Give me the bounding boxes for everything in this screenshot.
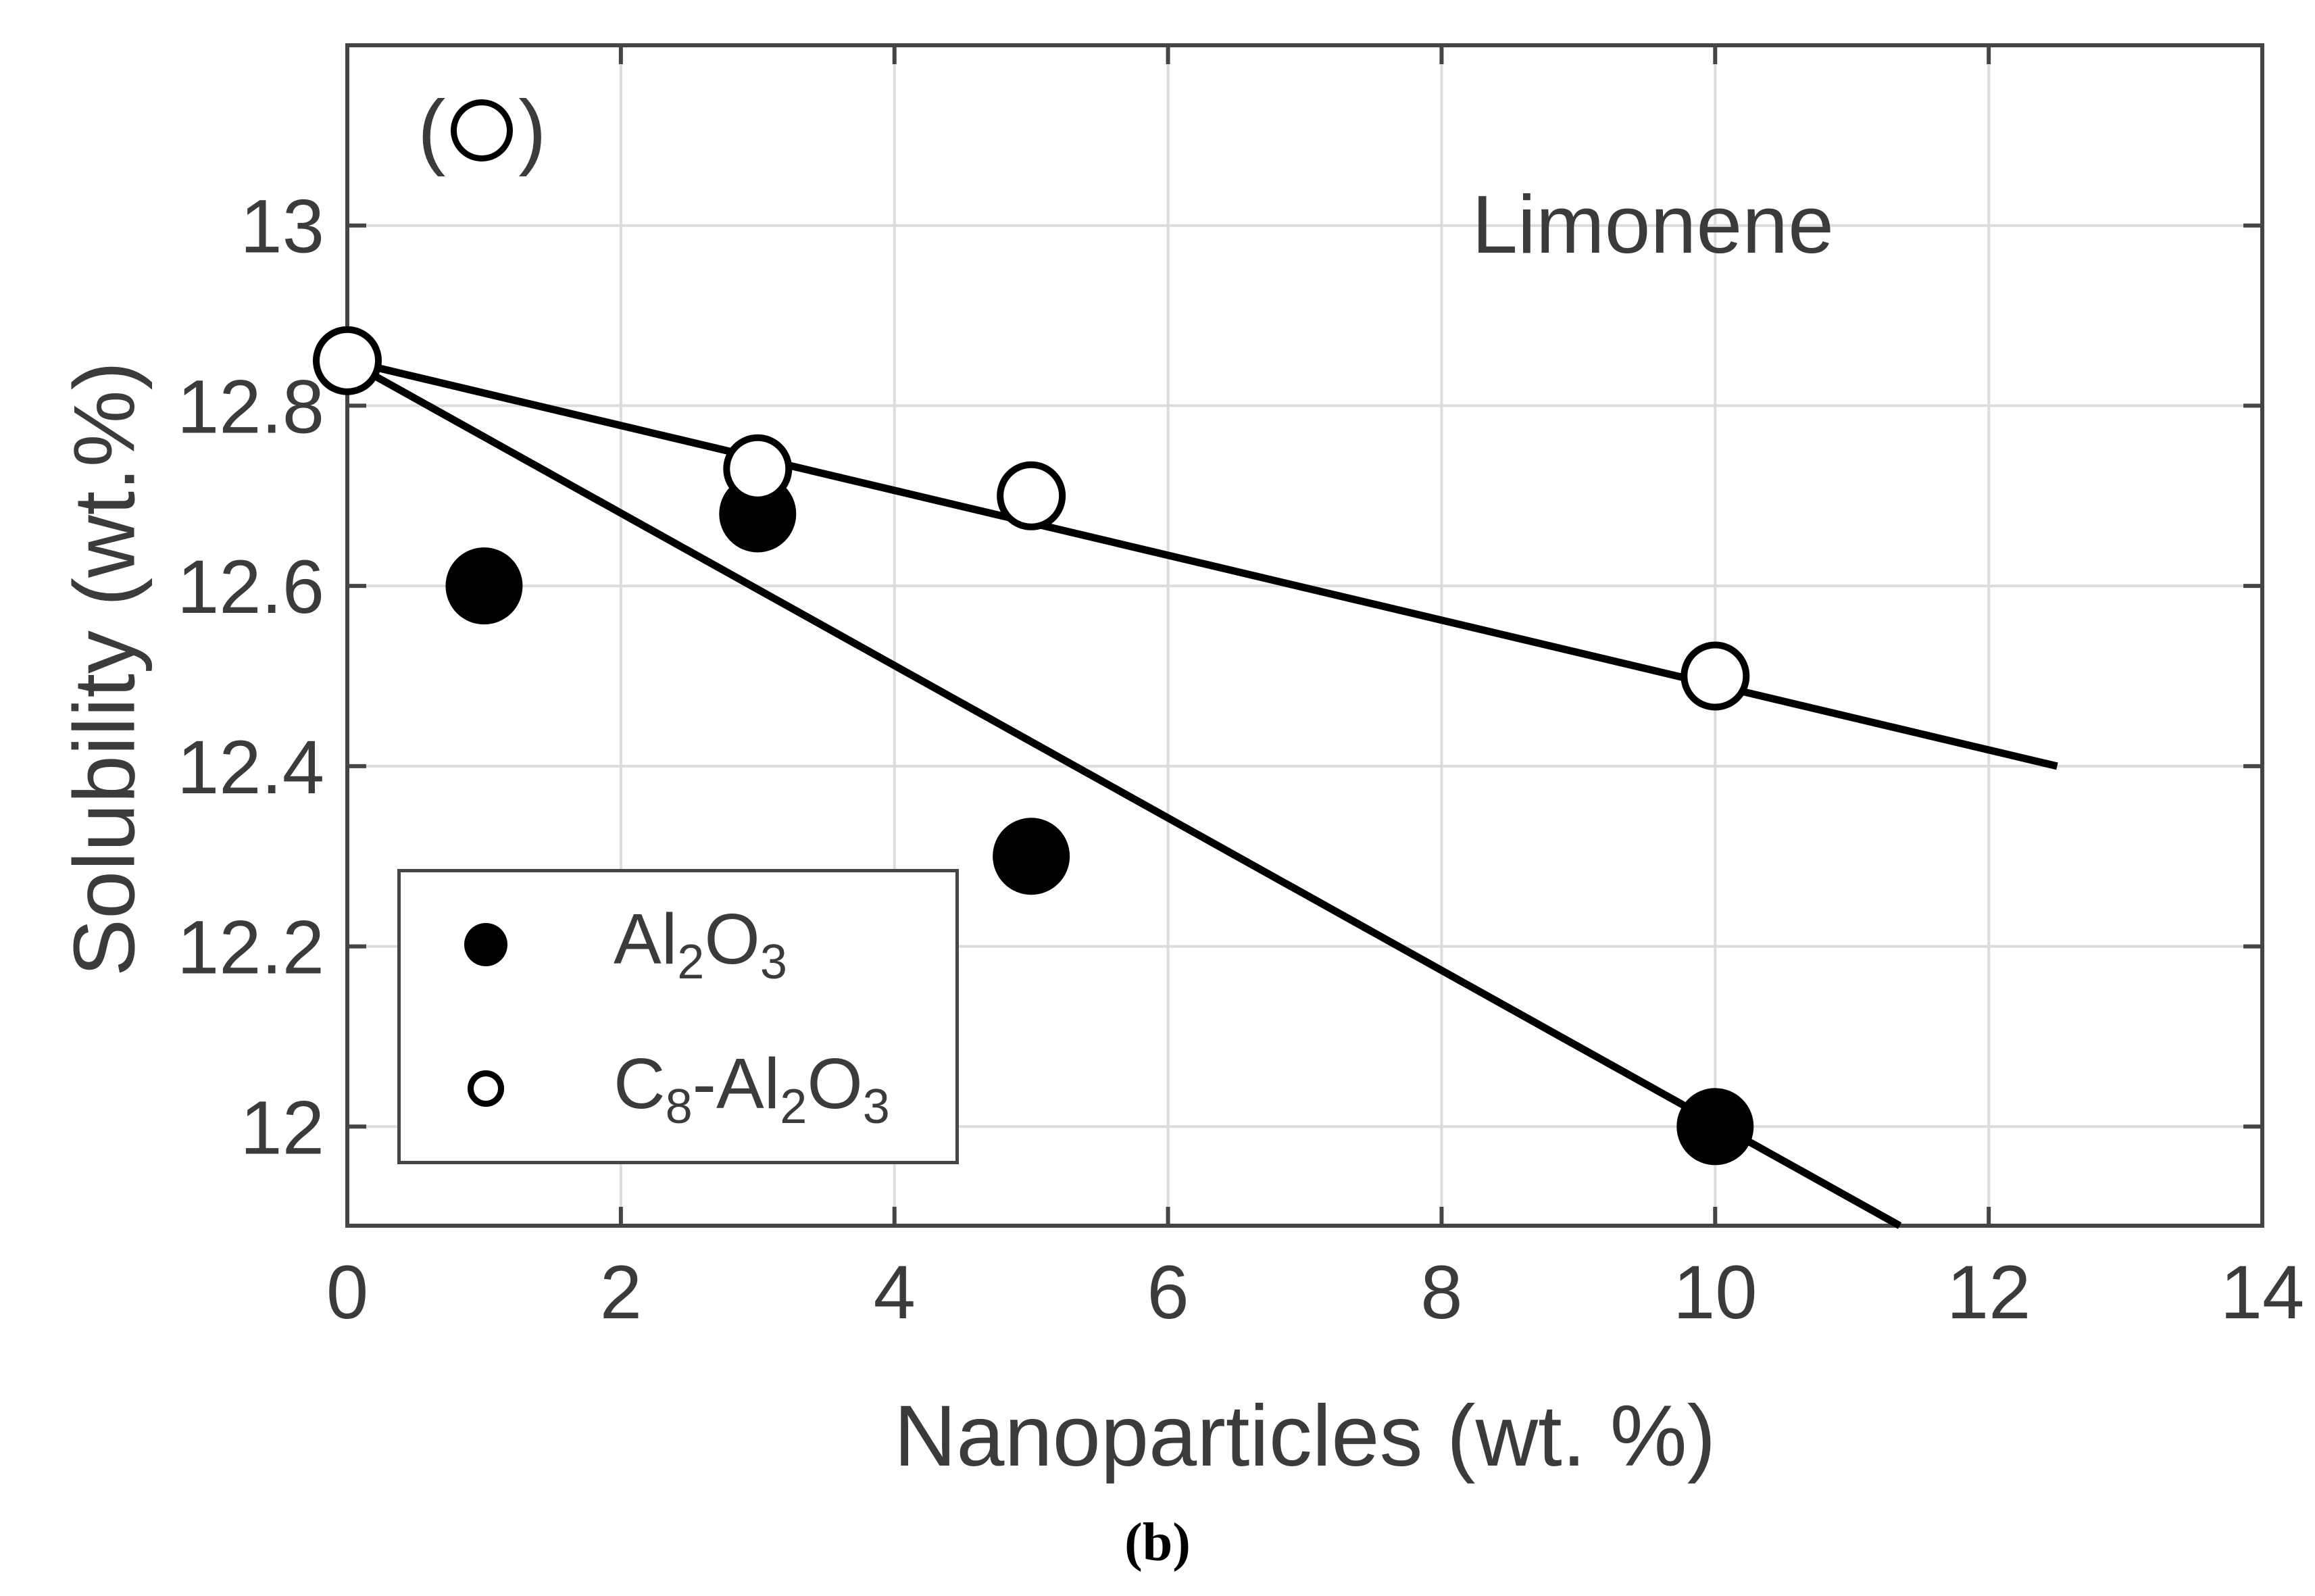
chart-annotation-limonene: Limonene bbox=[1472, 178, 1834, 270]
open-circle-icon bbox=[451, 99, 514, 161]
legend-marker-box bbox=[463, 922, 509, 966]
y-axis-label: Solubility (wt.%) bbox=[56, 361, 153, 977]
trend-line-c8-al2o3 bbox=[346, 357, 2058, 770]
legend-label-c8-al2o3: C8-Al2O3 bbox=[614, 1043, 890, 1134]
y-tick-label: 12 bbox=[240, 1085, 324, 1170]
data-point-c8-al2o3 bbox=[997, 461, 1066, 530]
data-point-al2o3 bbox=[445, 547, 523, 625]
figure-caption: (b) bbox=[1124, 1513, 1191, 1572]
y-tick-label: 12.2 bbox=[177, 905, 324, 990]
x-tick-label: 4 bbox=[874, 1250, 916, 1335]
x-tick-label: 0 bbox=[326, 1250, 368, 1335]
panel-marker: ( ) bbox=[418, 80, 547, 181]
open-circle-icon bbox=[468, 1070, 504, 1107]
data-point-al2o3 bbox=[1676, 1088, 1754, 1166]
data-point-al2o3 bbox=[993, 818, 1070, 895]
filled-circle-icon bbox=[464, 922, 507, 966]
x-tick-label: 10 bbox=[1673, 1250, 1758, 1335]
legend-marker-box bbox=[463, 1070, 509, 1107]
data-point-c8-al2o3 bbox=[723, 434, 793, 503]
x-tick-label: 8 bbox=[1420, 1250, 1462, 1335]
legend: Al2O3 C8-Al2O3 bbox=[397, 869, 959, 1164]
x-tick-label: 6 bbox=[1147, 1250, 1189, 1335]
trend-line-al2o3 bbox=[345, 357, 1902, 1229]
y-tick-label: 12.8 bbox=[177, 364, 324, 449]
legend-label-al2o3: Al2O3 bbox=[614, 899, 787, 990]
y-tick-label: 12.4 bbox=[177, 725, 324, 809]
axis-border bbox=[345, 43, 2264, 1228]
x-tick-label: 14 bbox=[2220, 1250, 2305, 1335]
legend-item-al2o3: Al2O3 bbox=[463, 899, 955, 990]
x-axis-label: Nanoparticles (wt. %) bbox=[893, 1388, 1716, 1485]
data-point-c8-al2o3 bbox=[313, 326, 382, 395]
x-tick-label: 2 bbox=[600, 1250, 642, 1335]
y-tick-label: 13 bbox=[240, 184, 324, 269]
panel-marker-close-paren: ) bbox=[518, 84, 547, 177]
data-point-c8-al2o3 bbox=[1681, 641, 1750, 711]
panel-marker-open-paren: ( bbox=[418, 84, 446, 177]
y-tick-label: 12.6 bbox=[177, 545, 324, 629]
legend-item-c8-al2o3: C8-Al2O3 bbox=[463, 1043, 955, 1134]
x-tick-label: 12 bbox=[1947, 1250, 2031, 1335]
